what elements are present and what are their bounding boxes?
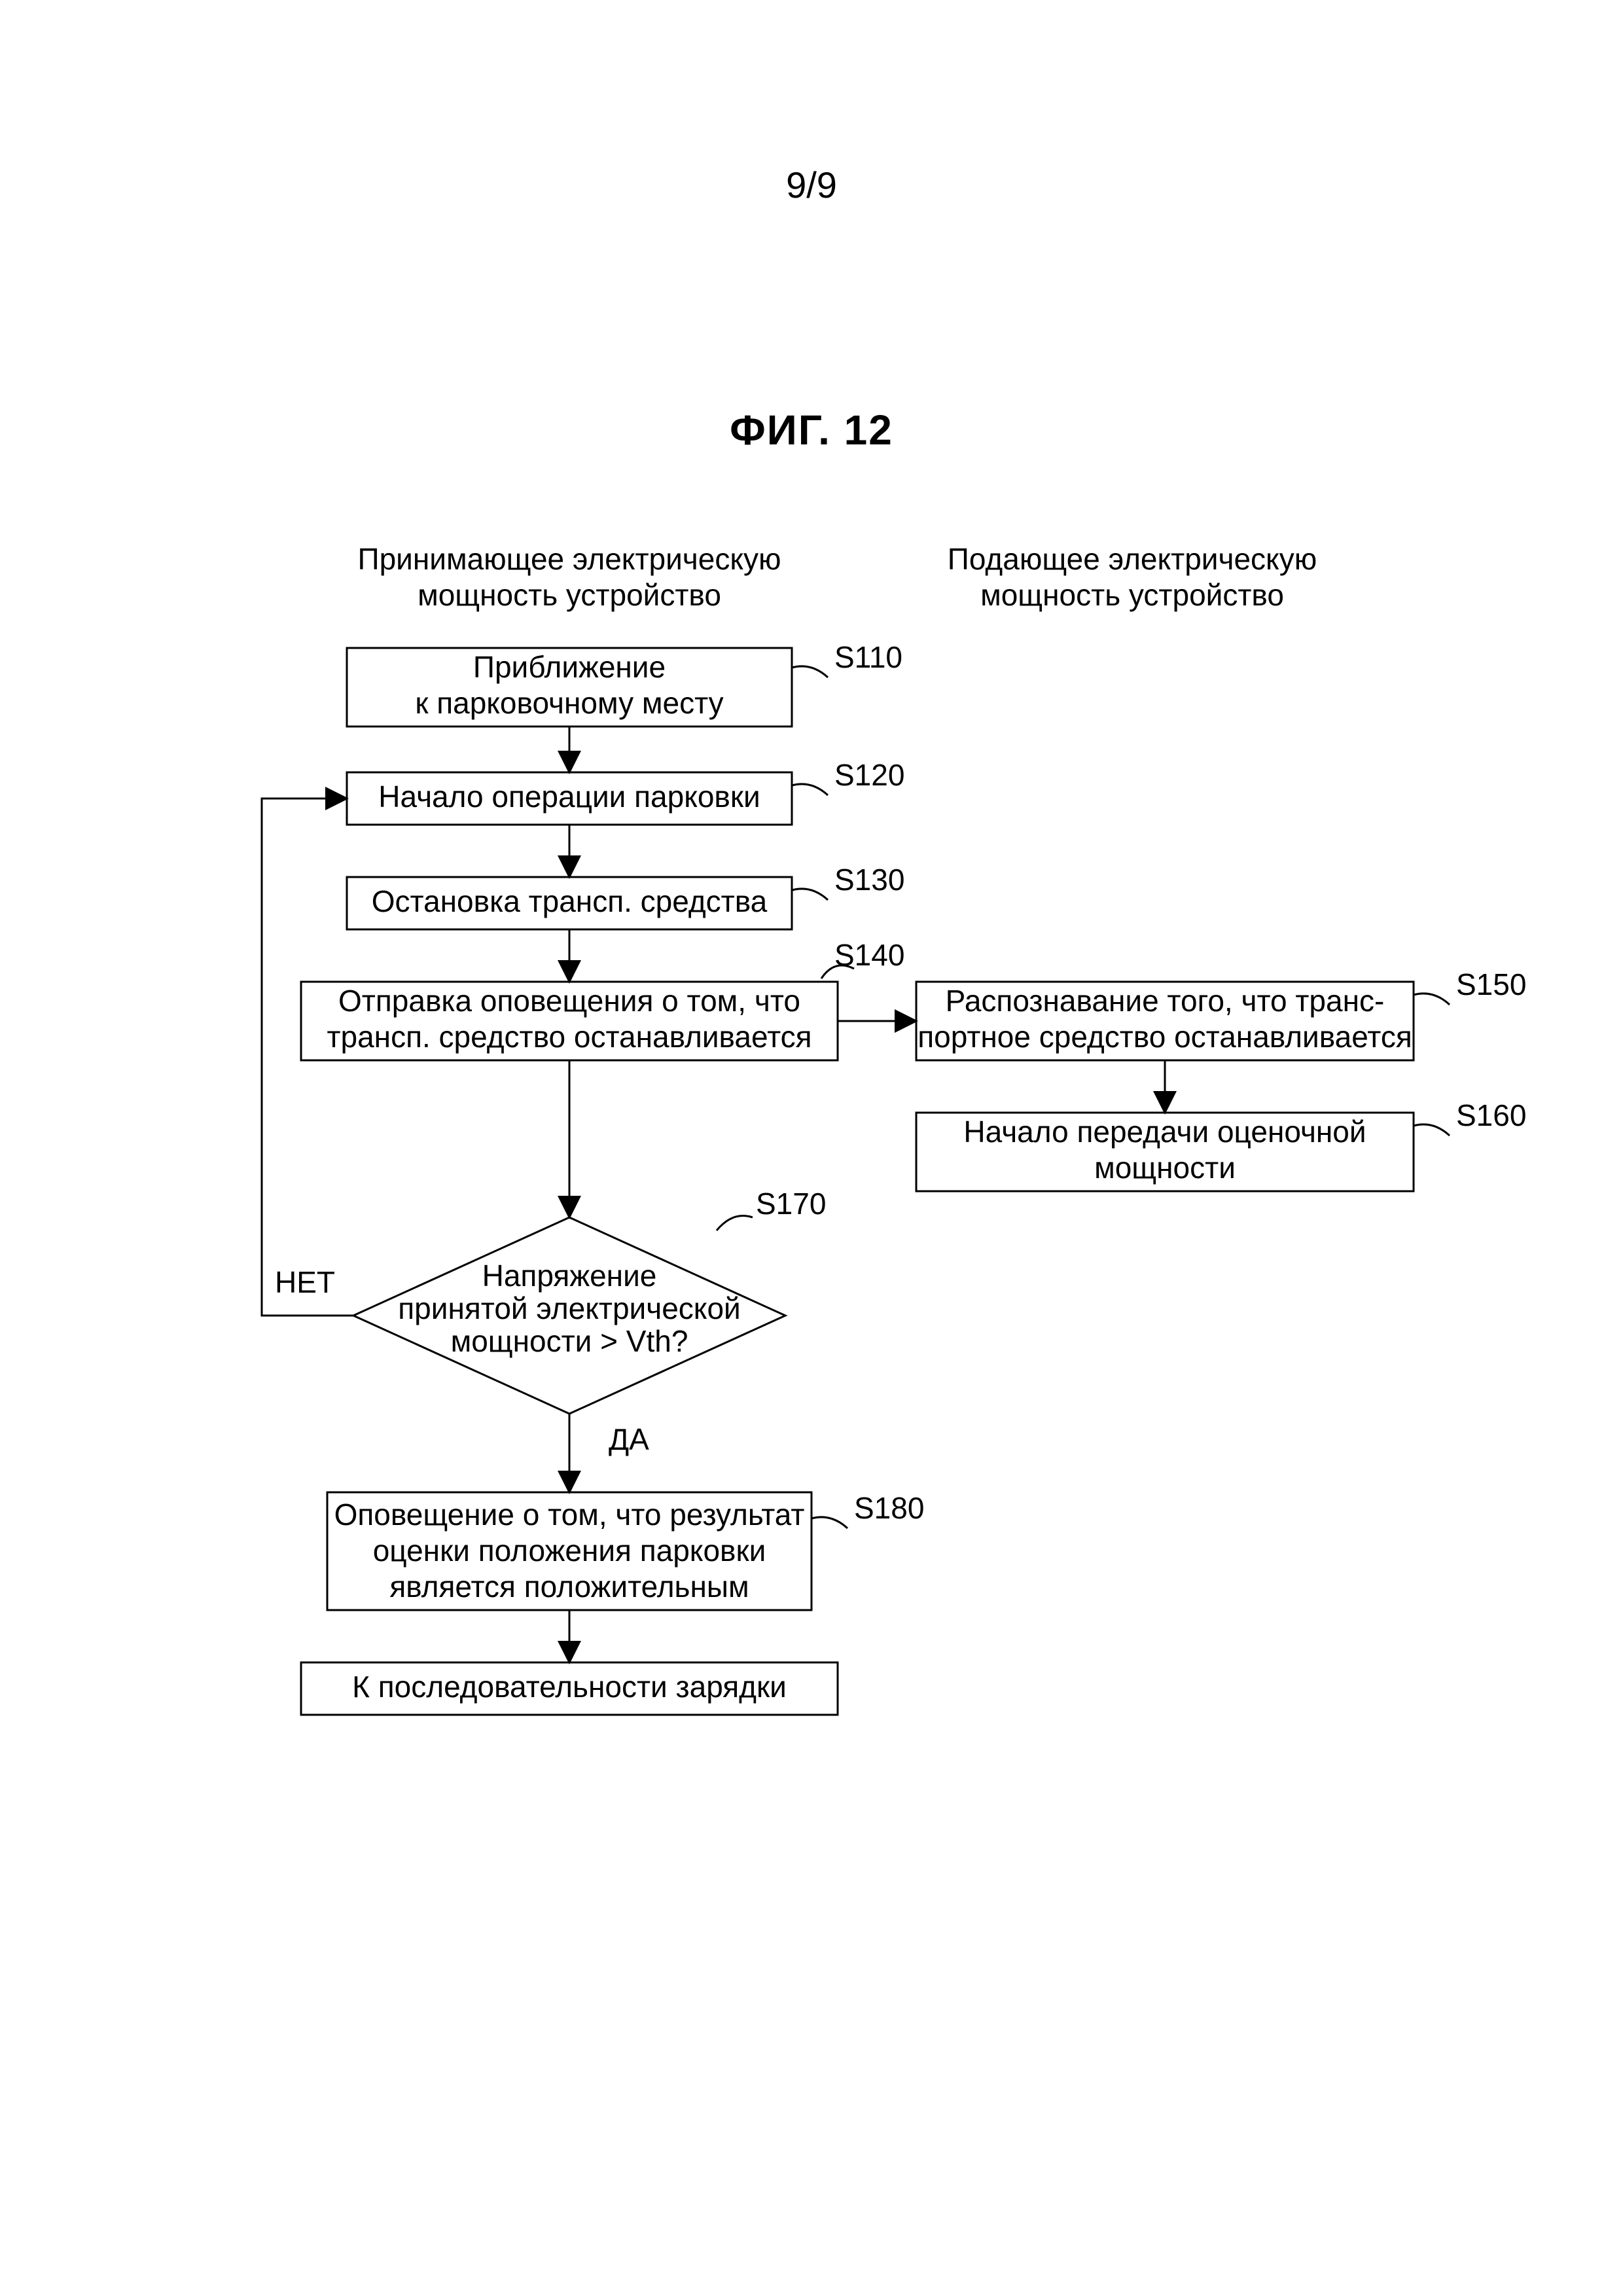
leader-s160 [1414,1124,1450,1136]
label-yes: ДА [609,1422,649,1456]
flowchart-canvas: Принимающее электрическую мощность устро… [0,0,1623,2296]
step-s130: S130 [834,863,904,897]
node-s110-line1: Приближение [473,650,666,684]
node-s150-line2: портное средство останавливается [918,1020,1412,1054]
leader-s150 [1414,994,1450,1005]
node-s140-line2: трансп. средство останавливается [327,1020,812,1054]
label-no: НЕТ [275,1265,335,1299]
step-s160: S160 [1456,1098,1526,1132]
leader-s120 [792,784,828,795]
left-column-title-l1: Принимающее электрическую [358,542,781,576]
step-s170: S170 [756,1187,826,1221]
node-s160-line1: Начало передачи оценочной [963,1115,1366,1149]
node-end-line1: К последовательности зарядки [352,1670,787,1704]
leader-s110 [792,666,828,677]
step-s150: S150 [1456,967,1526,1001]
leader-s170 [717,1216,753,1231]
step-s180: S180 [854,1491,924,1525]
node-s180-line3: является положительным [389,1570,749,1604]
node-s150-line1: Распознавание того, что транс- [946,984,1385,1018]
left-column-title-l2: мощность устройство [418,578,721,612]
step-s120: S120 [834,758,904,792]
node-s110-line2: к парковочному месту [415,686,723,720]
node-s180-line1: Оповещение о том, что результат [334,1498,805,1532]
leader-s180 [812,1517,847,1528]
node-s170-line1: Напряжение [482,1259,657,1293]
node-s120-line1: Начало операции парковки [378,780,760,814]
node-s130-line1: Остановка трансп. средства [372,884,768,918]
step-s140: S140 [834,938,904,972]
node-s140-line1: Отправка оповещения о том, что [338,984,800,1018]
step-s110: S110 [834,640,902,674]
node-s180-line2: оценки положения парковки [373,1534,766,1568]
node-s170-line2: принятой электрической [398,1291,740,1325]
right-column-title-l2: мощность устройство [980,578,1284,612]
node-s170-line3: мощности > Vth? [451,1324,688,1358]
node-s160-line2: мощности [1094,1151,1236,1185]
right-column-title-l1: Подающее электрическую [948,542,1317,576]
leader-s130 [792,889,828,900]
